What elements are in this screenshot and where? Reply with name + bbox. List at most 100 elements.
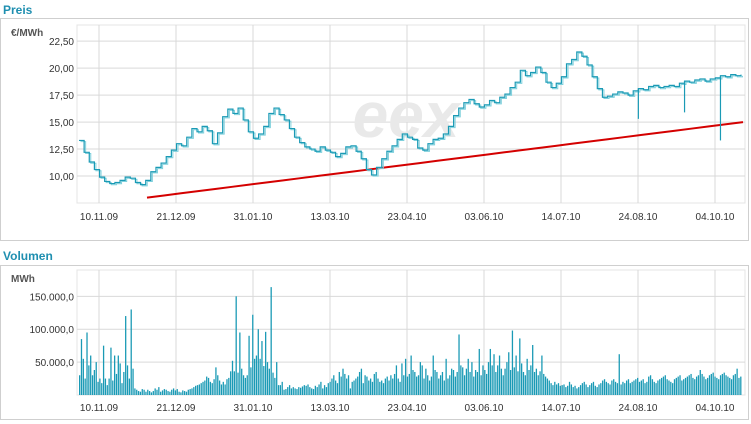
volume-xtick-label: 10.11.09 xyxy=(80,403,119,414)
volume-bar xyxy=(592,381,595,395)
volume-bar xyxy=(633,380,635,395)
volume-bar xyxy=(528,370,530,395)
volume-bar xyxy=(368,380,370,395)
price-trend-line xyxy=(146,121,744,199)
volume-bar xyxy=(399,381,401,395)
volume-bar xyxy=(587,387,589,395)
volume-bar xyxy=(117,355,119,395)
volume-bar xyxy=(707,377,709,395)
volume-bar xyxy=(629,383,631,395)
volume-bar xyxy=(627,379,630,395)
volume-bar xyxy=(148,391,151,395)
volume-bar xyxy=(736,368,738,395)
volume-bar xyxy=(589,385,591,395)
volume-bar xyxy=(288,385,291,395)
volume-bar xyxy=(198,384,200,395)
volume-bar xyxy=(417,375,420,395)
volume-bar xyxy=(156,389,158,395)
volume-bar xyxy=(618,354,620,395)
volume-bar xyxy=(353,380,355,395)
volume-bar xyxy=(596,387,598,395)
volume-bar xyxy=(230,371,232,395)
volume-bar xyxy=(480,375,482,395)
volume-bar xyxy=(524,375,526,395)
volume-bar xyxy=(119,363,121,395)
volume-bar xyxy=(684,377,687,395)
volume-bar xyxy=(305,385,307,395)
volume-bar xyxy=(624,383,626,395)
volume-bar xyxy=(265,331,267,395)
volume-xtick-label: 03.06.10 xyxy=(465,403,504,414)
volume-bar xyxy=(84,378,86,395)
price-title: Preis xyxy=(3,3,33,17)
volume-bar xyxy=(82,358,84,395)
volume-xtick-label: 24.08.10 xyxy=(619,403,658,414)
volume-bar xyxy=(675,377,677,395)
volume-bar xyxy=(182,390,184,395)
volume-bar xyxy=(300,387,302,395)
volume-bar xyxy=(364,375,366,395)
volume-bar xyxy=(220,384,223,395)
volume-bar xyxy=(360,368,363,395)
volume-bar xyxy=(388,380,390,395)
volume-bar xyxy=(727,376,729,395)
price-ytick-label: 12,50 xyxy=(49,145,74,156)
volume-bar xyxy=(557,383,560,395)
volume-bar xyxy=(369,378,372,395)
volume-bar xyxy=(384,378,387,395)
volume-bar xyxy=(316,387,318,395)
volume-bar xyxy=(307,384,309,395)
volume-bar xyxy=(104,378,107,395)
volume-bar xyxy=(460,365,462,395)
price-unit-label: €/MWh xyxy=(11,28,44,39)
volume-bar xyxy=(235,296,237,395)
volume-bar xyxy=(276,362,278,395)
volume-bar xyxy=(246,375,248,395)
volume-bar xyxy=(416,376,418,395)
volume-bar xyxy=(213,379,215,395)
volume-bar xyxy=(513,367,515,395)
volume-bar xyxy=(193,387,195,395)
volume-bar xyxy=(351,381,353,395)
volume-bar xyxy=(217,375,219,395)
volume-bar xyxy=(498,355,501,395)
volume-bar xyxy=(655,383,657,395)
volume-bar xyxy=(287,387,289,395)
volume-bar xyxy=(301,386,304,395)
volume-bar xyxy=(561,385,563,395)
volume-bar xyxy=(690,373,692,395)
volume-bar xyxy=(427,375,429,395)
volume-bar xyxy=(473,376,475,395)
volume-bar xyxy=(504,368,506,395)
volume-bar xyxy=(338,371,340,395)
volume-bar xyxy=(723,372,725,395)
volume-bar xyxy=(285,389,287,395)
volume-bar xyxy=(511,330,514,395)
volume-bar xyxy=(323,385,326,395)
volume-bar xyxy=(559,385,561,395)
volume-bar xyxy=(718,379,720,395)
volume-bar xyxy=(738,377,740,395)
volume-bar xyxy=(327,383,329,395)
volume-bar xyxy=(134,388,136,395)
volume-bar xyxy=(603,379,606,395)
volume-bar xyxy=(456,371,458,395)
volume-bar xyxy=(465,368,468,395)
volume-bar xyxy=(653,381,655,395)
volume-bar xyxy=(476,371,479,395)
volume-bar xyxy=(342,368,344,395)
volume-bar xyxy=(200,383,202,395)
volume-bar xyxy=(546,378,549,395)
volume-bar xyxy=(714,376,716,395)
volume-bar xyxy=(482,365,484,395)
volume-bar xyxy=(576,388,578,395)
volume-bar xyxy=(112,380,114,395)
volume-bar xyxy=(493,354,495,395)
volume-bar xyxy=(506,362,508,395)
price-chart-panel: €/MWh 10,00 12,50 15,00 17,50 20,00 22,50 10.1… xyxy=(0,18,749,241)
volume-bar xyxy=(583,381,585,395)
price-xtick-label: 24.08.10 xyxy=(619,212,658,223)
volume-bar xyxy=(602,380,604,395)
volume-bar xyxy=(113,355,116,395)
volume-bar xyxy=(644,383,646,395)
